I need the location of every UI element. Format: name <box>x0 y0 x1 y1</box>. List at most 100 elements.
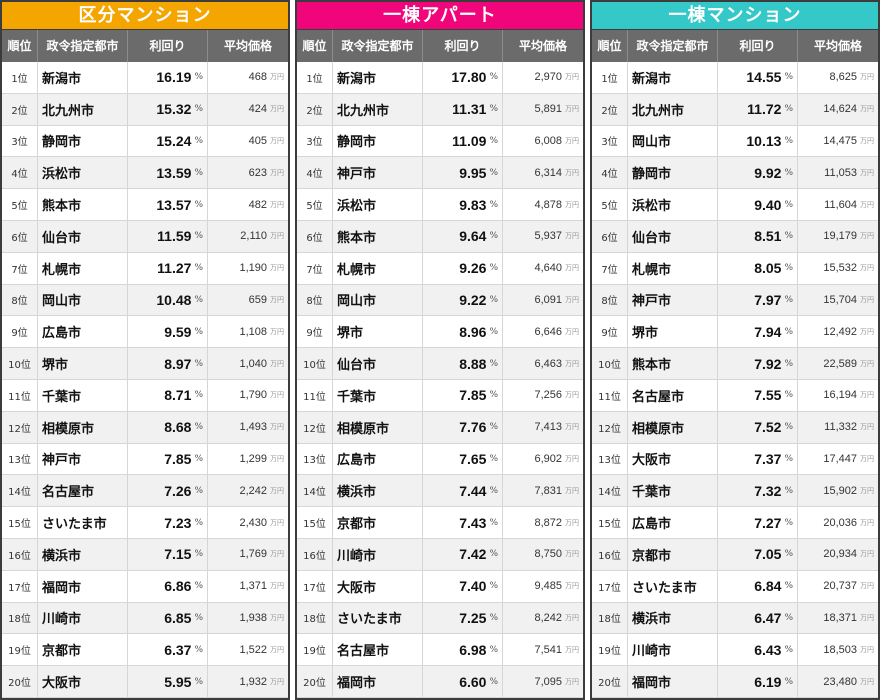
table-row: 20位 福岡市 6.60% 7,095 万円 <box>297 666 583 698</box>
yield-unit: % <box>784 422 793 433</box>
city-cell: 千葉市 <box>333 379 423 411</box>
rank-cell: 8位 <box>297 284 333 316</box>
yield-cell: 8.97% <box>128 348 208 379</box>
yield-cell: 8.88% <box>423 348 503 379</box>
city-cell: 相模原市 <box>333 411 423 443</box>
price-value: 405 <box>248 134 267 147</box>
yield-value: 7.26 <box>164 482 192 499</box>
price-cell: 8,872 万円 <box>503 507 583 538</box>
price-cell: 1,938 万円 <box>208 603 288 634</box>
price-value: 6,646 <box>534 325 562 338</box>
yield-unit: % <box>784 199 793 210</box>
rank-cell: 9位 <box>2 316 38 348</box>
yield-cell: 14.55% <box>718 62 798 93</box>
rank-cell: 3位 <box>2 125 38 157</box>
yield-cell: 8.68% <box>128 411 208 443</box>
city-column-header: 政令指定都市 <box>628 30 718 62</box>
yield-unit: % <box>194 135 203 146</box>
yield-unit: % <box>489 294 498 305</box>
price-cell: 482 万円 <box>208 189 288 220</box>
price-unit: 万円 <box>565 391 579 400</box>
yield-value: 11.09 <box>452 132 487 149</box>
city-cell: 横浜市 <box>38 538 128 570</box>
yield-cell: 9.64% <box>423 220 503 252</box>
table-row: 11位 千葉市 7.85% 7,256 万円 <box>297 379 583 412</box>
price-unit: 万円 <box>270 423 284 432</box>
price-value: 8,625 <box>829 71 857 84</box>
city-cell: 北九州市 <box>333 93 423 125</box>
rank-cell: 1位 <box>2 62 38 93</box>
yield-value: 6.85 <box>164 609 192 626</box>
yield-cell: 7.94% <box>718 316 798 348</box>
yield-unit: % <box>489 72 498 83</box>
price-cell: 11,053 万円 <box>798 157 878 188</box>
price-value: 1,790 <box>239 389 267 402</box>
yield-unit: % <box>194 453 203 464</box>
yield-unit: % <box>194 104 203 115</box>
price-cell: 20,036 万円 <box>798 507 878 538</box>
yield-cell: 7.05% <box>718 538 798 570</box>
price-unit: 万円 <box>860 136 874 145</box>
yield-unit: % <box>194 517 203 528</box>
price-value: 20,934 <box>823 548 857 561</box>
yield-unit: % <box>194 72 203 83</box>
table-row: 4位 静岡市 9.92% 11,053 万円 <box>592 157 878 190</box>
rank-cell: 14位 <box>592 475 628 507</box>
yield-cell: 9.40% <box>718 189 798 220</box>
rank-cell: 12位 <box>2 411 38 443</box>
city-cell: 大阪市 <box>38 666 128 697</box>
yield-cell: 8.71% <box>128 379 208 411</box>
yield-value: 8.68 <box>164 419 192 436</box>
yield-unit: % <box>489 549 498 560</box>
table-row: 8位 神戸市 7.97% 15,704 万円 <box>592 284 878 317</box>
city-cell: 福岡市 <box>38 570 128 602</box>
rank-cell: 3位 <box>592 125 628 157</box>
yield-cell: 7.43% <box>423 507 503 538</box>
price-cell: 1,108 万円 <box>208 316 288 347</box>
price-cell: 18,371 万円 <box>798 603 878 634</box>
rank-cell: 7位 <box>592 252 628 284</box>
price-cell: 15,704 万円 <box>798 285 878 316</box>
rank-cell: 4位 <box>297 157 333 189</box>
price-cell: 15,532 万円 <box>798 253 878 284</box>
city-cell: 川崎市 <box>333 538 423 570</box>
yield-value: 7.05 <box>754 546 782 563</box>
yield-value: 8.97 <box>164 355 192 372</box>
yield-value: 7.25 <box>459 609 487 626</box>
yield-value: 8.71 <box>164 387 192 404</box>
yield-cell: 7.37% <box>718 443 798 475</box>
city-cell: 神戸市 <box>333 157 423 189</box>
yield-cell: 15.32% <box>128 93 208 125</box>
city-cell: 浜松市 <box>628 189 718 220</box>
price-cell: 1,299 万円 <box>208 444 288 475</box>
yield-value: 7.37 <box>754 450 782 467</box>
price-cell: 11,332 万円 <box>798 412 878 443</box>
price-value: 6,008 <box>534 134 562 147</box>
price-cell: 4,640 万円 <box>503 253 583 284</box>
price-value: 424 <box>248 103 267 116</box>
city-cell: 堺市 <box>38 348 128 379</box>
price-cell: 7,413 万円 <box>503 412 583 443</box>
price-unit: 万円 <box>860 168 874 177</box>
yield-value: 7.85 <box>459 387 487 404</box>
price-cell: 11,604 万円 <box>798 189 878 220</box>
city-column-header: 政令指定都市 <box>333 30 423 62</box>
price-cell: 5,937 万円 <box>503 221 583 252</box>
city-cell: 岡山市 <box>333 284 423 316</box>
price-cell: 1,040 万円 <box>208 348 288 379</box>
price-cell: 1,790 万円 <box>208 380 288 411</box>
yield-value: 9.95 <box>459 164 487 181</box>
price-value: 6,314 <box>534 166 562 179</box>
rank-cell: 7位 <box>297 252 333 284</box>
price-value: 2,242 <box>239 484 267 497</box>
table-row: 2位 北九州市 11.31% 5,891 万円 <box>297 93 583 126</box>
city-cell: 北九州市 <box>628 93 718 125</box>
price-value: 17,447 <box>823 452 857 465</box>
table-row: 1位 新潟市 16.19% 468 万円 <box>2 62 288 94</box>
rank-column-header: 順位 <box>592 30 628 62</box>
rank-cell: 17位 <box>297 570 333 602</box>
price-unit: 万円 <box>270 295 284 304</box>
city-cell: 大阪市 <box>628 443 718 475</box>
yield-cell: 9.26% <box>423 252 503 284</box>
table-row: 14位 名古屋市 7.26% 2,242 万円 <box>2 475 288 508</box>
